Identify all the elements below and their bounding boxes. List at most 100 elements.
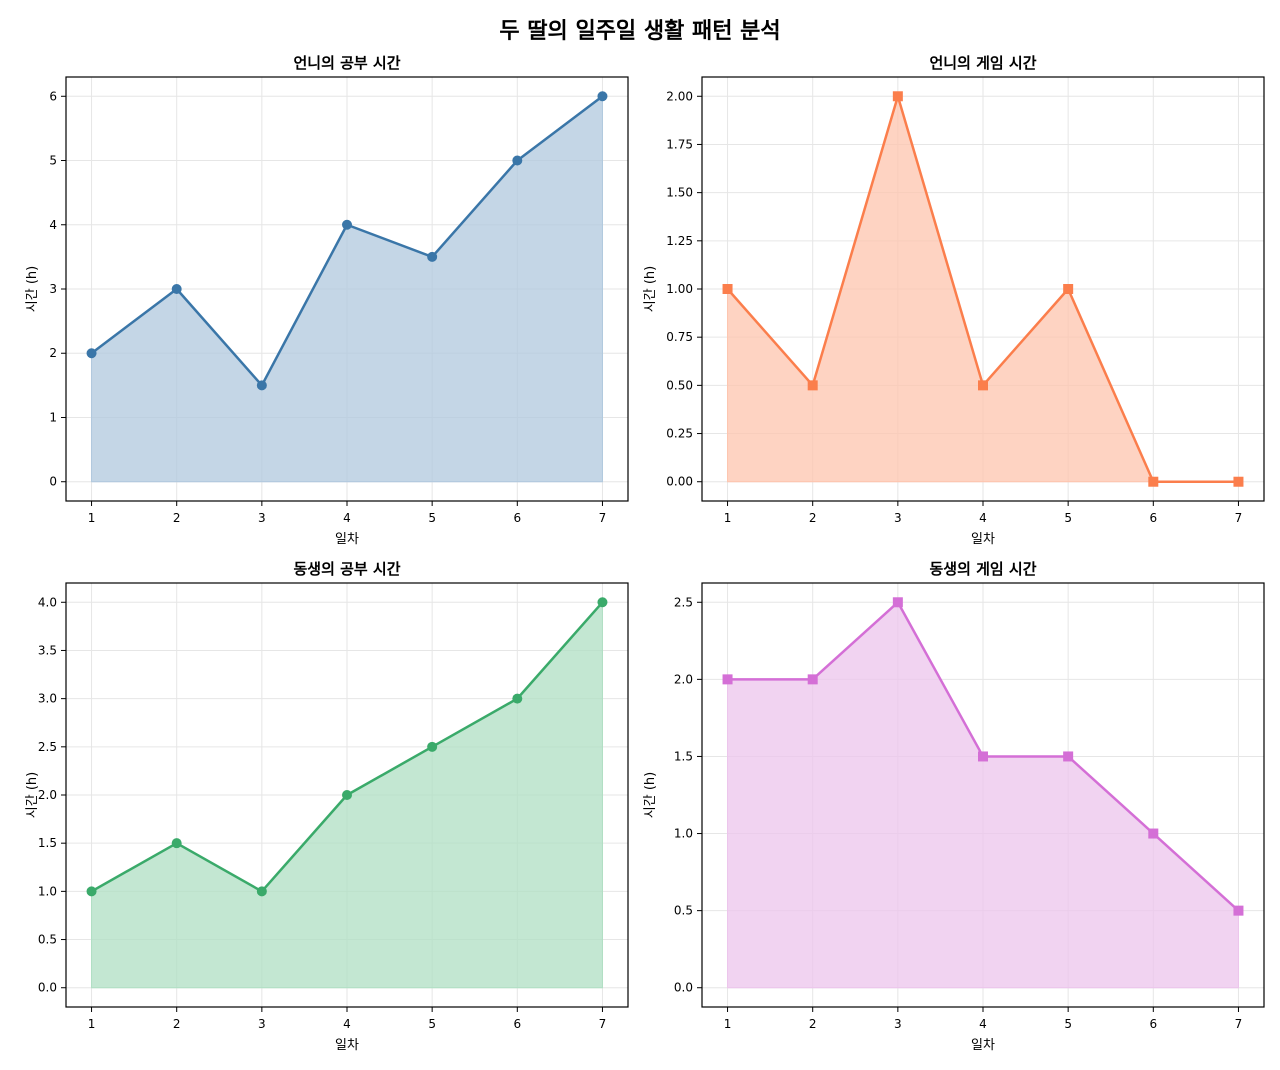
x-tick-label: 2 (809, 511, 817, 525)
x-tick-label: 5 (1064, 511, 1072, 525)
y-tick-label: 1.75 (666, 137, 693, 151)
data-point-marker (1063, 751, 1074, 762)
y-tick-label: 2.0 (38, 788, 57, 802)
y-tick-label: 3 (49, 282, 57, 296)
x-tick-label: 4 (343, 511, 351, 525)
y-tick-label: 0.25 (666, 427, 693, 441)
data-point-marker (427, 741, 438, 752)
x-tick-label: 7 (1235, 1017, 1243, 1031)
data-point-marker (978, 751, 988, 762)
chart-title: 동생의 게임 시간 (929, 560, 1036, 578)
x-tick-label: 2 (809, 1017, 817, 1031)
data-point-marker (342, 790, 352, 800)
x-tick-label: 1 (88, 511, 96, 525)
y-tick-label: 4.0 (38, 595, 57, 609)
y-axis-label: 시간 (h) (643, 772, 658, 818)
y-tick-label: 6 (49, 89, 57, 103)
y-axis-label: 시간 (h) (643, 266, 658, 312)
y-tick-label: 0.5 (38, 933, 57, 947)
chart-panel: 1 2 3 4 5 6 7 0.00 0.25 0.50 0.75 1.00 1.25 1.50 1.75 2… (643, 54, 1265, 547)
data-point-marker (171, 838, 182, 849)
y-tick-label: 1.5 (674, 749, 693, 763)
y-tick-label: 3.0 (38, 692, 57, 706)
chart-title: 언니의 공부 시간 (293, 54, 400, 72)
y-tick-label: 2 (49, 346, 57, 360)
y-tick-label: 1.5 (38, 836, 57, 850)
y-axis-label: 시간 (h) (25, 266, 40, 312)
x-tick-label: 6 (1149, 511, 1157, 525)
x-tick-label: 7 (599, 511, 607, 525)
y-tick-label: 0.0 (674, 981, 693, 995)
data-point-marker (86, 886, 97, 897)
y-tick-label: 0.5 (674, 904, 693, 918)
data-point-marker (1063, 284, 1074, 294)
y-tick-label: 1 (49, 410, 57, 424)
x-axis-label: 일차 (971, 532, 995, 547)
y-tick-label: 0.00 (666, 475, 693, 489)
data-point-marker (427, 251, 438, 262)
y-tick-label: 1.0 (674, 827, 693, 841)
x-tick-label: 2 (173, 1017, 181, 1031)
x-tick-label: 2 (173, 511, 181, 525)
data-point-marker (722, 284, 733, 294)
data-point-marker (892, 91, 903, 102)
data-point-marker (512, 693, 523, 704)
data-point-marker (256, 380, 267, 391)
data-point-marker (597, 91, 608, 102)
data-point-marker (597, 597, 608, 608)
data-point-marker (1148, 476, 1159, 487)
x-tick-label: 3 (258, 1017, 266, 1031)
y-tick-label: 2.5 (674, 595, 693, 609)
x-tick-label: 3 (258, 511, 266, 525)
y-tick-label: 2.0 (674, 672, 693, 686)
x-tick-label: 7 (599, 1017, 607, 1031)
x-tick-label: 5 (428, 1017, 436, 1031)
data-point-marker (256, 886, 267, 897)
x-tick-label: 3 (894, 511, 902, 525)
figure-title: 두 딸의 일주일 생활 패턴 분석 (499, 19, 780, 44)
y-tick-label: 1.50 (666, 186, 693, 200)
data-point-marker (807, 674, 818, 685)
data-point-marker (978, 380, 988, 391)
y-tick-label: 1.0 (38, 884, 57, 898)
y-tick-label: 4 (49, 218, 57, 232)
data-point-marker (171, 284, 182, 294)
x-axis-label: 일차 (335, 532, 359, 547)
x-tick-label: 5 (428, 511, 436, 525)
x-tick-label: 5 (1064, 1017, 1072, 1031)
x-tick-label: 6 (1149, 1017, 1157, 1031)
y-axis-label: 시간 (h) (25, 772, 40, 818)
x-tick-label: 7 (1235, 511, 1243, 525)
y-tick-label: 1.00 (666, 282, 693, 296)
data-point-marker (1233, 905, 1244, 916)
x-tick-label: 1 (724, 1017, 732, 1031)
y-tick-label: 0.0 (38, 981, 57, 995)
y-tick-label: 3.5 (38, 643, 57, 657)
x-tick-label: 1 (88, 1017, 96, 1031)
chart-title: 언니의 게임 시간 (929, 54, 1036, 72)
x-tick-label: 6 (513, 511, 521, 525)
x-tick-label: 6 (513, 1017, 521, 1031)
data-point-marker (342, 219, 352, 230)
y-tick-label: 2.00 (666, 89, 693, 103)
data-point-marker (512, 155, 523, 166)
y-tick-label: 0 (49, 475, 57, 489)
data-point-marker (807, 380, 818, 391)
x-tick-label: 4 (979, 1017, 987, 1031)
chart-title: 동생의 공부 시간 (293, 560, 400, 578)
y-tick-label: 5 (49, 154, 57, 168)
x-tick-label: 1 (724, 511, 732, 525)
data-point-marker (86, 348, 97, 359)
y-tick-label: 1.25 (666, 234, 693, 248)
y-tick-label: 2.5 (38, 740, 57, 754)
x-tick-label: 3 (894, 1017, 902, 1031)
data-point-marker (1148, 828, 1159, 839)
x-tick-label: 4 (343, 1017, 351, 1031)
x-tick-label: 4 (979, 511, 987, 525)
data-point-marker (892, 597, 903, 608)
chart-panel: 1 2 3 4 5 6 7 0.0 0.5 1.0 1.5 2.0 2.5 3.0 3.5 4.0 동생의 공부… (25, 560, 629, 1053)
data-point-marker (722, 674, 733, 685)
